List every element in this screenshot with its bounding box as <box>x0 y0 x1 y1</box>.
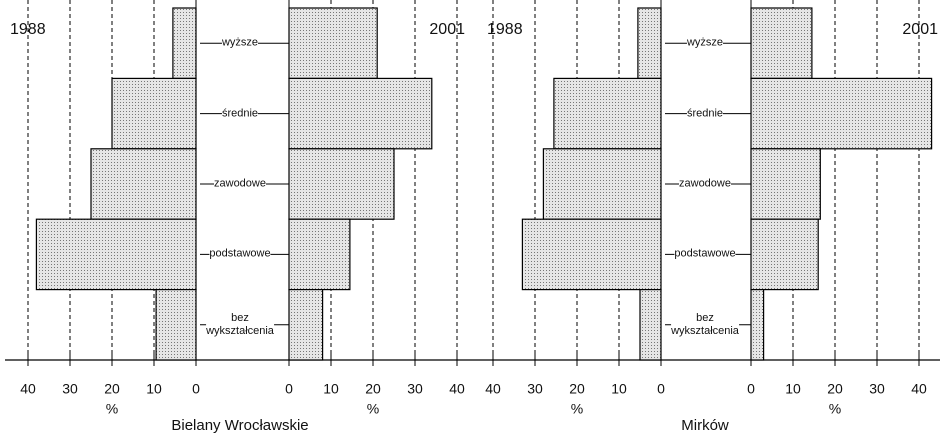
bar <box>288 148 395 220</box>
x-tick-label: 20 <box>827 381 843 397</box>
series-label: 1988 <box>487 21 523 38</box>
bar <box>288 7 378 80</box>
bar <box>553 77 662 150</box>
category-label: zawodowe <box>214 177 266 191</box>
chart-title: Bielany Wrocławskie <box>171 417 308 434</box>
category-label: bez wykształcenia <box>206 311 274 338</box>
bar <box>750 218 819 291</box>
x-tick-label: 20 <box>569 381 585 397</box>
x-tick-label: 20 <box>365 381 381 397</box>
category-label: podstawowe <box>209 247 271 261</box>
bar <box>288 289 324 361</box>
category-label: średnie <box>221 107 259 121</box>
x-tick-label: 0 <box>285 381 293 397</box>
x-tick-label: 30 <box>407 381 423 397</box>
x-axis-label: % <box>829 401 841 417</box>
series-label: 2001 <box>429 21 465 38</box>
category-label: zawodowe <box>679 177 731 191</box>
bar <box>35 218 197 291</box>
bar <box>750 7 813 80</box>
bar <box>288 77 433 150</box>
bar <box>750 77 933 150</box>
x-tick-label: 0 <box>192 381 200 397</box>
x-tick-label: 10 <box>146 381 162 397</box>
x-axis-label: % <box>571 401 583 417</box>
x-tick-label: 10 <box>323 381 339 397</box>
x-axis-label: % <box>106 401 118 417</box>
bar <box>111 77 197 150</box>
x-tick-label: 40 <box>20 381 36 397</box>
bar <box>750 148 821 220</box>
bar <box>750 289 765 361</box>
x-axis-label: % <box>367 401 379 417</box>
bar <box>542 148 662 220</box>
bar <box>639 289 662 361</box>
series-label: 1988 <box>10 21 46 38</box>
bar <box>521 218 662 291</box>
x-tick-label: 30 <box>527 381 543 397</box>
bar <box>155 289 197 361</box>
chart-title: Mirków <box>681 417 729 434</box>
x-tick-label: 0 <box>657 381 665 397</box>
bar <box>172 7 197 80</box>
series-label: 2001 <box>902 21 938 38</box>
x-tick-label: 40 <box>911 381 927 397</box>
x-tick-label: 40 <box>485 381 501 397</box>
category-label: średnie <box>686 107 724 121</box>
category-label: podstawowe <box>674 247 736 261</box>
bar <box>288 218 351 291</box>
category-label: wyższe <box>686 36 724 50</box>
x-tick-label: 10 <box>611 381 627 397</box>
x-tick-label: 10 <box>785 381 801 397</box>
x-tick-label: 30 <box>869 381 885 397</box>
category-label: wyższe <box>221 36 259 50</box>
x-tick-label: 20 <box>104 381 120 397</box>
bar <box>90 148 197 220</box>
x-tick-label: 40 <box>449 381 465 397</box>
x-tick-label: 30 <box>62 381 78 397</box>
category-label: bez wykształcenia <box>671 311 739 338</box>
bar <box>637 7 662 80</box>
x-tick-label: 0 <box>747 381 755 397</box>
